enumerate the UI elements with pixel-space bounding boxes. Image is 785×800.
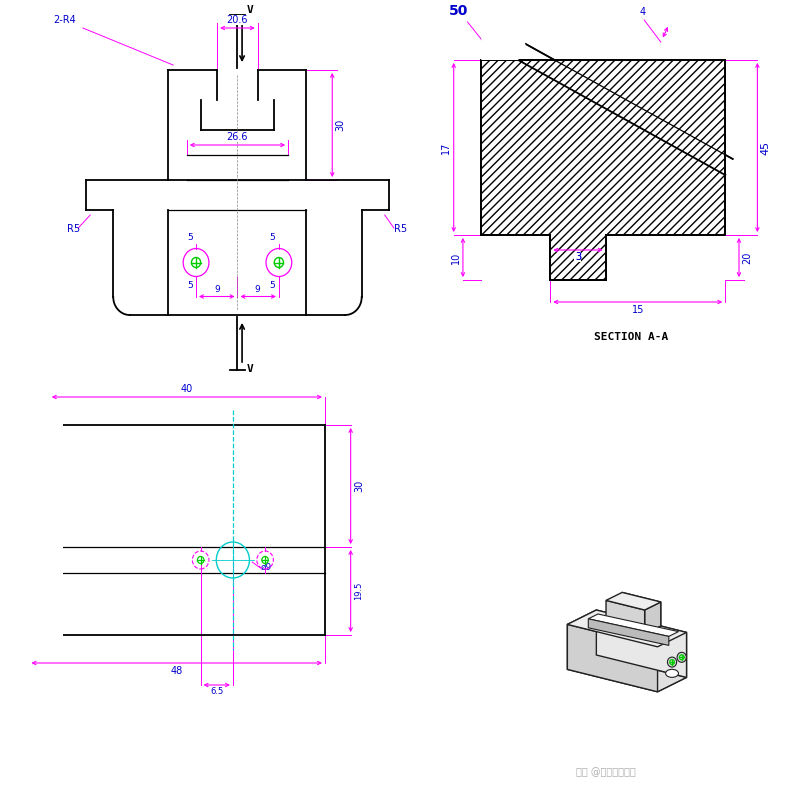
Circle shape <box>677 652 686 662</box>
Polygon shape <box>568 610 597 670</box>
Text: 5: 5 <box>270 282 276 290</box>
Polygon shape <box>588 614 678 637</box>
Ellipse shape <box>666 670 678 678</box>
Polygon shape <box>588 619 669 646</box>
Text: 40: 40 <box>181 384 193 394</box>
Polygon shape <box>568 624 658 692</box>
Text: 9: 9 <box>255 285 261 294</box>
Text: 26.6: 26.6 <box>227 132 248 142</box>
Text: 5: 5 <box>187 233 192 242</box>
Text: SECTION A-A: SECTION A-A <box>593 332 668 342</box>
Text: 6.5: 6.5 <box>210 687 224 697</box>
Text: 20: 20 <box>743 251 752 264</box>
Text: ø9: ø9 <box>261 563 272 572</box>
Text: 5: 5 <box>187 282 192 290</box>
Text: 15: 15 <box>632 305 644 315</box>
Circle shape <box>667 657 677 667</box>
Text: 20.6: 20.6 <box>227 15 248 25</box>
Polygon shape <box>658 632 687 692</box>
Text: 9: 9 <box>214 285 220 294</box>
Text: R5: R5 <box>394 224 407 234</box>
Polygon shape <box>623 592 661 626</box>
Text: 5: 5 <box>270 233 276 242</box>
Text: 4: 4 <box>639 7 645 17</box>
Text: 17: 17 <box>441 142 451 154</box>
Text: 45: 45 <box>761 141 771 154</box>
Polygon shape <box>606 592 661 610</box>
Polygon shape <box>481 60 725 280</box>
Text: V: V <box>247 364 254 374</box>
Polygon shape <box>644 602 661 634</box>
Text: 10: 10 <box>451 251 461 264</box>
Text: 30: 30 <box>354 480 364 492</box>
Text: 3: 3 <box>575 252 581 262</box>
Polygon shape <box>568 610 687 646</box>
Text: 知乎 @梦开始的地方: 知乎 @梦开始的地方 <box>575 767 635 777</box>
Text: 30: 30 <box>335 119 345 131</box>
Text: R5: R5 <box>68 224 80 234</box>
Polygon shape <box>597 610 687 678</box>
Polygon shape <box>568 655 687 692</box>
Text: 2-R4: 2-R4 <box>53 15 76 25</box>
Text: 50: 50 <box>449 4 468 18</box>
Text: 48: 48 <box>170 666 183 676</box>
Polygon shape <box>606 600 644 634</box>
Text: 19.5: 19.5 <box>355 582 363 600</box>
Polygon shape <box>481 19 526 60</box>
Text: 3: 3 <box>575 253 581 262</box>
Text: V: V <box>247 5 254 15</box>
